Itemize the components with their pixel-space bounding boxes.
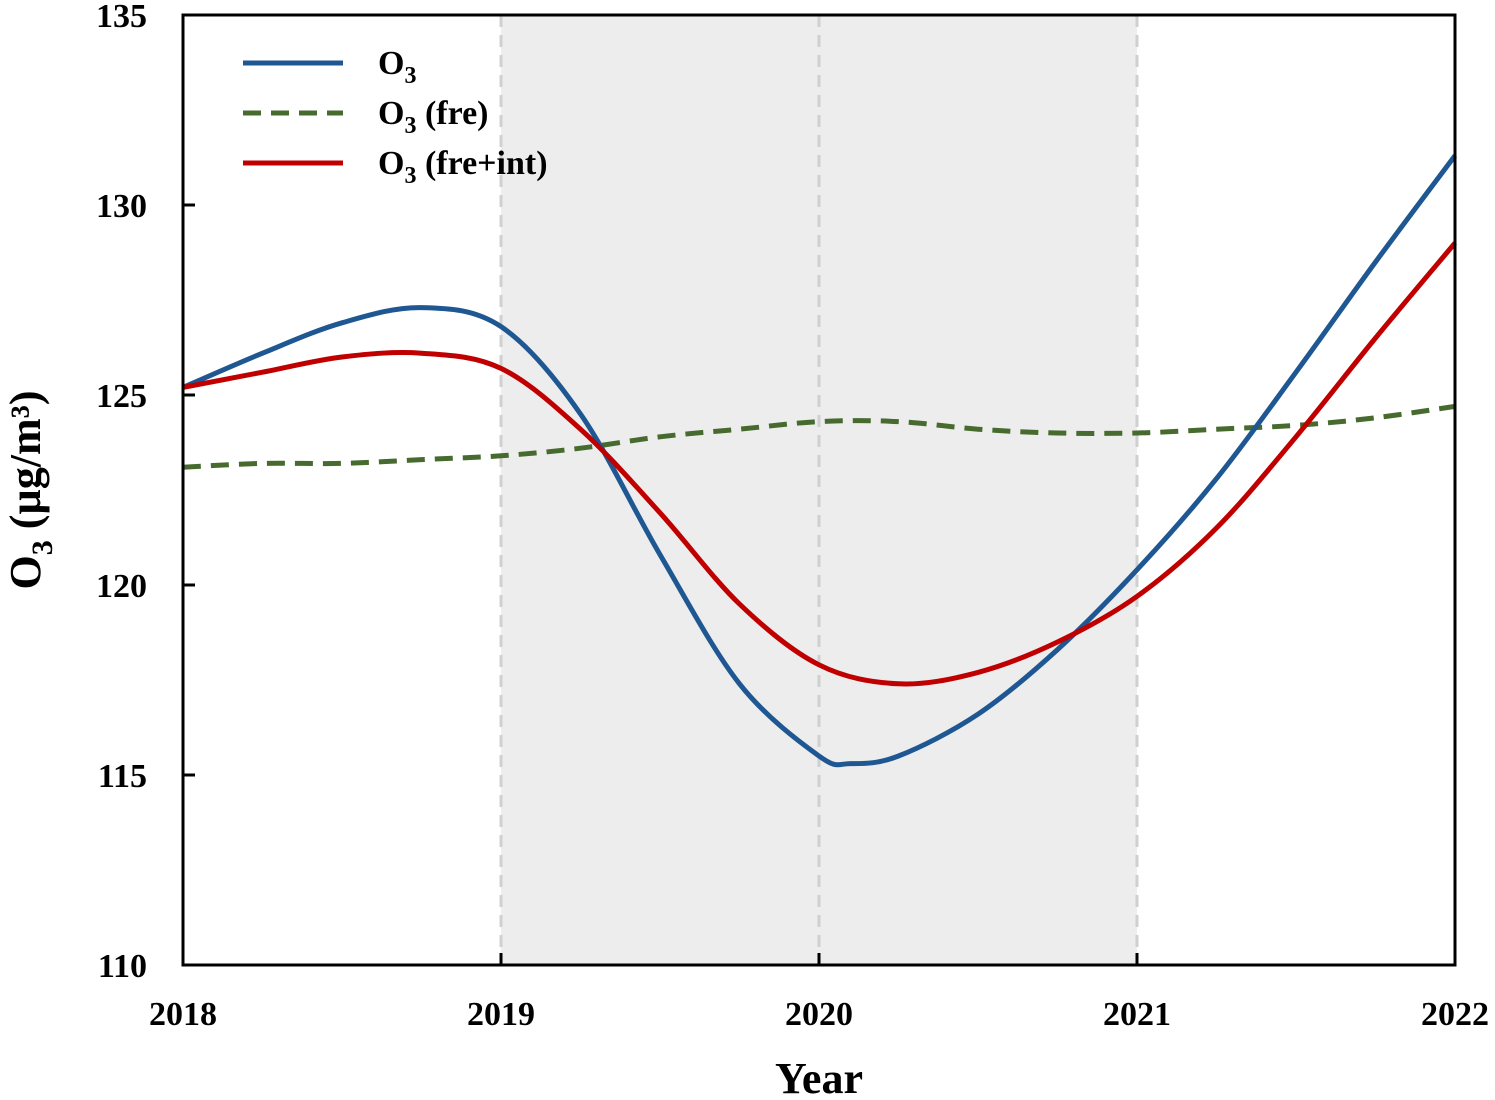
- ticks-layer: 110 115 120 125 130 135 2018 2019 2020 2021 2022: [96, 0, 1489, 1033]
- series-line-o3-fre-int: [182, 241, 1457, 687]
- y-axis-title-sub: 3: [26, 540, 59, 555]
- x-tick-label: 2021: [1103, 996, 1171, 1033]
- x-tick-label: 2019: [467, 996, 535, 1033]
- legend-label-o3-fre-int: O3 (fre+int): [378, 145, 548, 189]
- y-tick-label: 120: [96, 568, 147, 605]
- legend-label-o3-fre: O3 (fre): [378, 95, 489, 139]
- series-layer: [182, 154, 1458, 768]
- x-tick-label: 2020: [785, 996, 853, 1033]
- y-axis-title-unit: (µg/m³): [1, 391, 50, 541]
- y-tick-label: 110: [98, 948, 147, 985]
- x-axis-title: Year: [775, 1054, 863, 1100]
- y-tick-label: 125: [96, 378, 147, 415]
- x-tick-label: 2022: [1421, 996, 1489, 1033]
- y-axis-title: O3 (µg/m³): [1, 391, 59, 590]
- y-tick-label: 115: [98, 758, 147, 795]
- x-tick-label: 2018: [149, 996, 217, 1033]
- y-axis-title-main: O: [1, 555, 50, 589]
- series-line-o3: [182, 154, 1458, 768]
- y-tick-label: 135: [96, 0, 147, 35]
- gridlines-layer: [499, 15, 1139, 965]
- y-tick-label: 130: [96, 188, 147, 225]
- legend-label-o3: O3: [378, 45, 416, 89]
- legend: O3 O3 (fre) O3 (fre+int): [243, 45, 548, 189]
